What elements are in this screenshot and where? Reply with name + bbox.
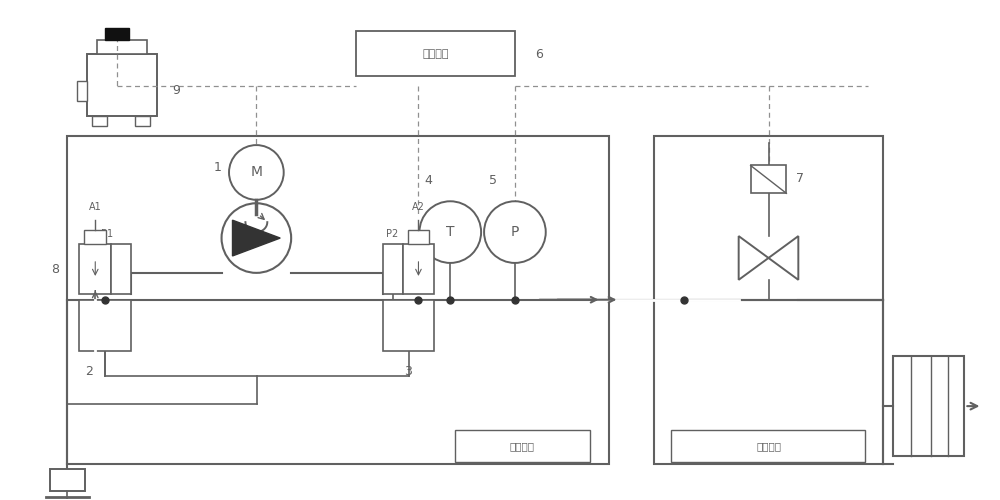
Bar (383, 244, 403, 294)
Text: 3: 3 (405, 366, 412, 378)
Bar (654, 136, 883, 464)
Polygon shape (232, 220, 280, 256)
Text: T1: T1 (99, 332, 111, 342)
Ellipse shape (484, 202, 546, 263)
Polygon shape (739, 236, 769, 280)
Polygon shape (105, 28, 129, 40)
Bar (751, 166, 786, 194)
Bar (383, 300, 434, 352)
Text: 4: 4 (425, 174, 432, 188)
Text: 9: 9 (172, 84, 180, 98)
Bar (77, 81, 87, 101)
Text: M: M (250, 166, 262, 179)
Bar (67, 136, 609, 464)
Text: P2: P2 (386, 229, 399, 239)
Text: 2: 2 (85, 366, 93, 378)
Text: A2: A2 (412, 202, 425, 212)
Text: 5: 5 (489, 174, 497, 188)
Text: 7: 7 (796, 172, 804, 185)
Bar (50, 469, 85, 490)
Ellipse shape (419, 202, 481, 263)
Polygon shape (769, 236, 798, 280)
Bar (671, 430, 865, 462)
Bar (455, 430, 590, 462)
Bar (79, 244, 111, 294)
Text: A1: A1 (89, 202, 102, 212)
Text: 6: 6 (535, 48, 543, 60)
Text: 喷射单元: 喷射单元 (756, 441, 781, 451)
Bar (97, 40, 147, 54)
Bar (84, 230, 106, 244)
Text: P1: P1 (101, 229, 113, 239)
Text: 1: 1 (214, 161, 222, 174)
Bar (135, 116, 150, 126)
Bar (111, 244, 131, 294)
Text: P: P (511, 225, 519, 239)
Text: T: T (446, 225, 455, 239)
Bar (87, 54, 157, 116)
Bar (92, 116, 107, 126)
Bar (79, 300, 131, 352)
Bar (356, 31, 515, 76)
Ellipse shape (222, 204, 291, 273)
Bar (408, 230, 429, 244)
Text: 8: 8 (51, 264, 59, 276)
Text: 供给单元: 供给单元 (509, 441, 534, 451)
Bar (893, 356, 964, 456)
Ellipse shape (229, 145, 284, 200)
Text: T2: T2 (402, 332, 415, 342)
Bar (403, 244, 434, 294)
Text: 控制单元: 控制单元 (422, 49, 449, 59)
